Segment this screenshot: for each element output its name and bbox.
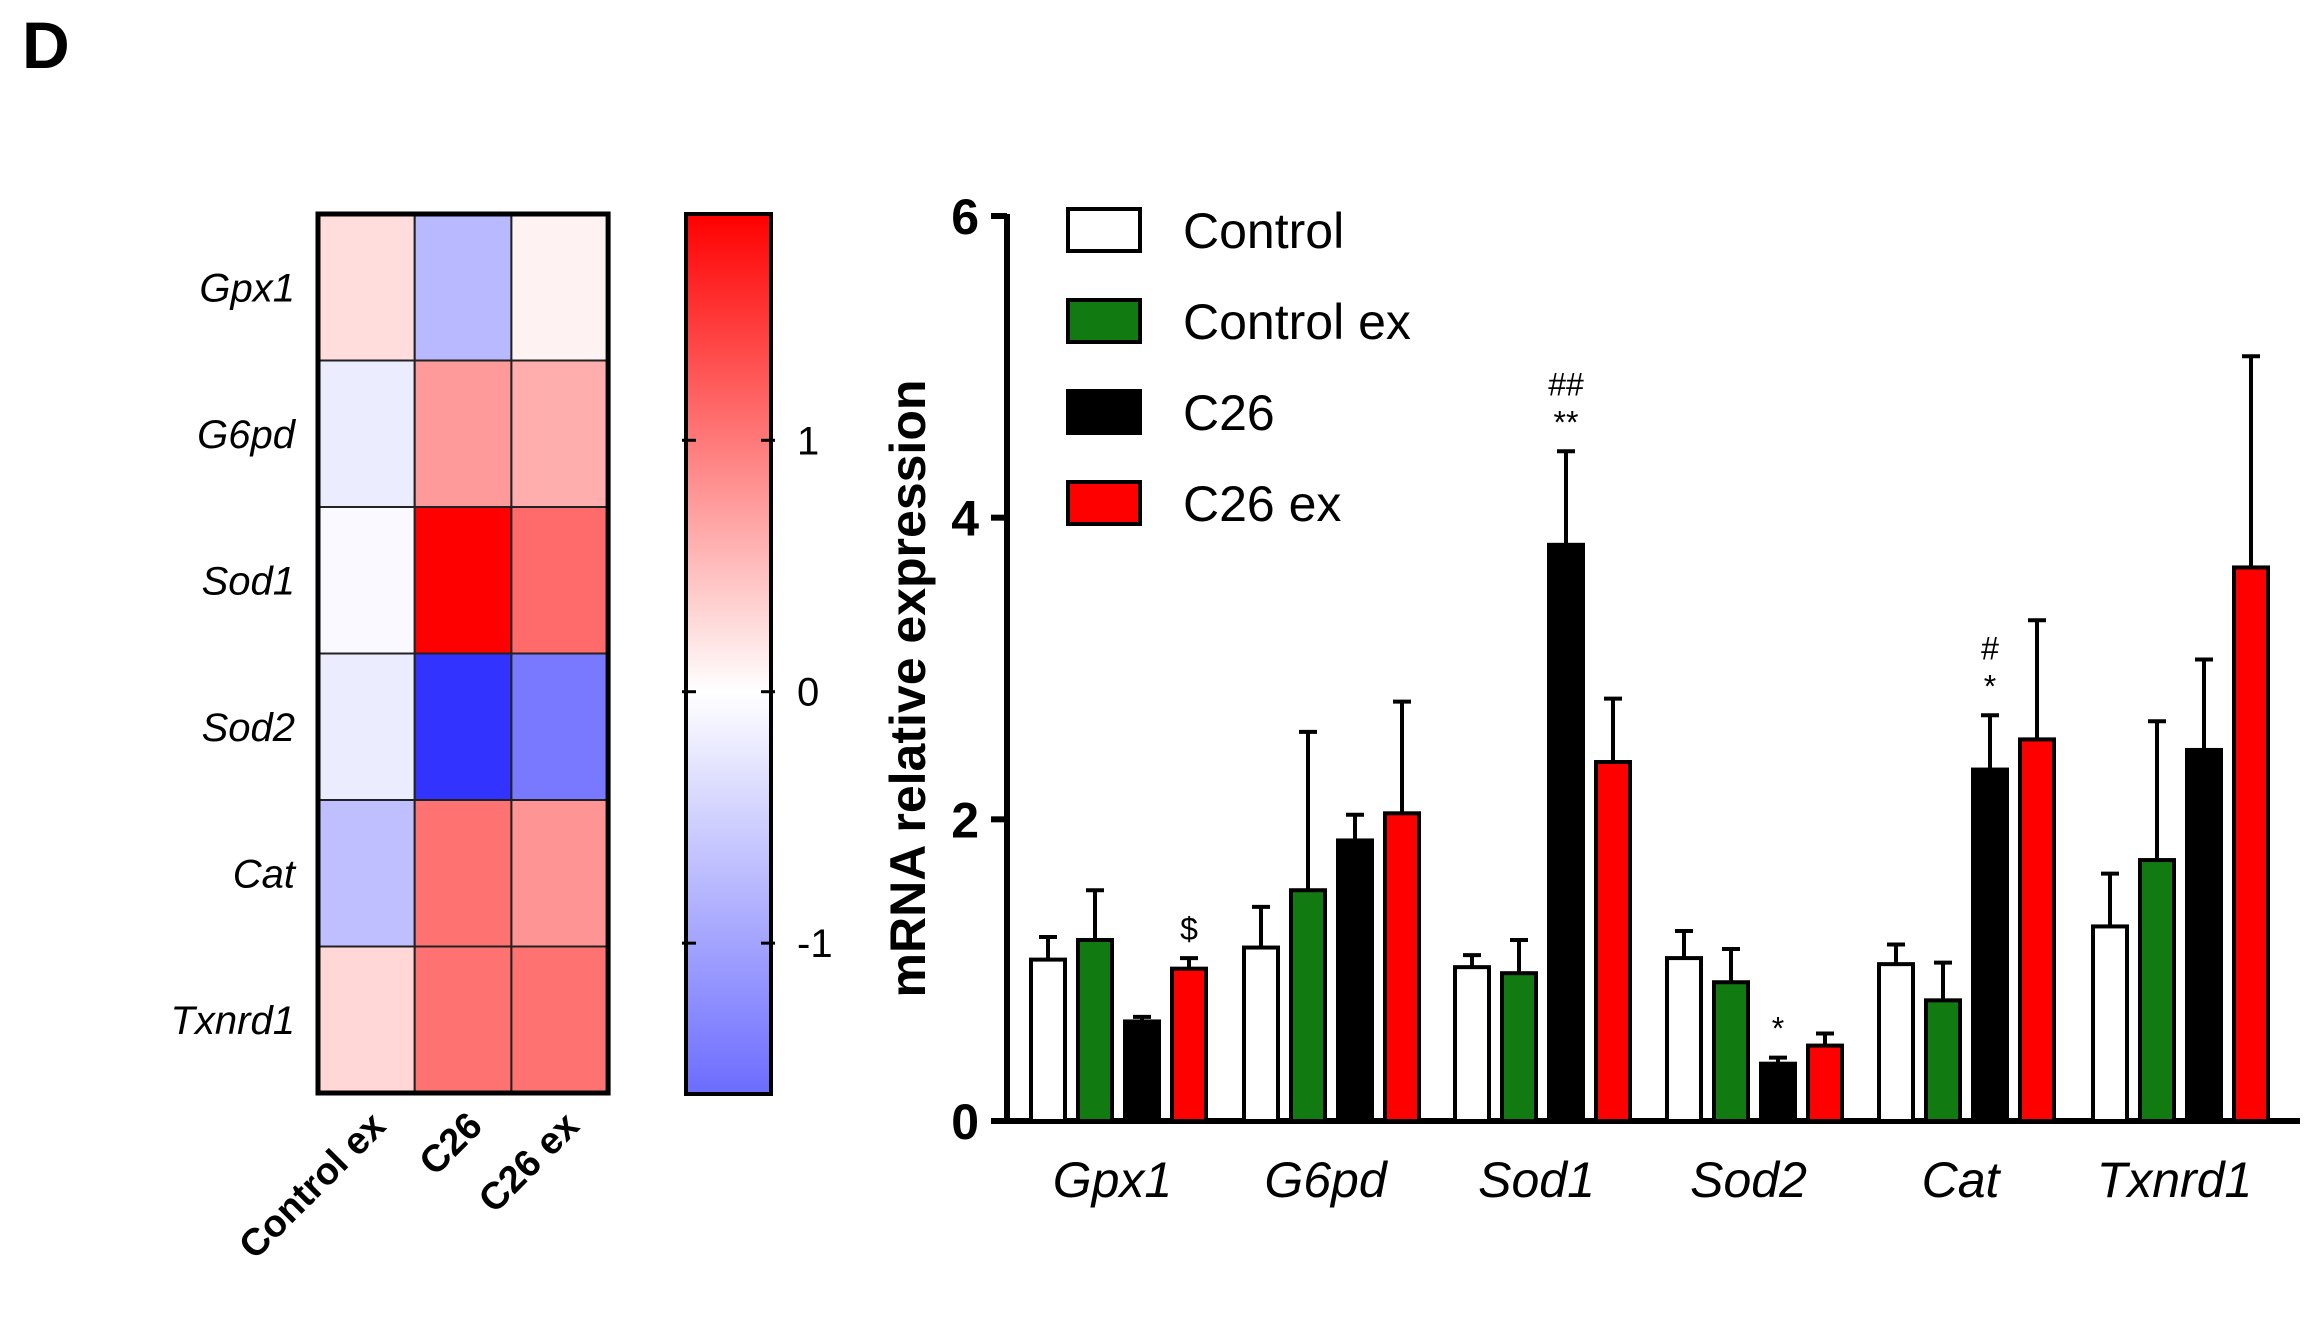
bar-c26 (1123, 1019, 1161, 1124)
heatmap-column-label: C26 (412, 1105, 491, 1184)
bar-c26 (2185, 747, 2223, 1123)
heatmap-cell (510, 213, 610, 362)
bar-control (1029, 957, 1067, 1123)
x-category-label: Sod1 (1478, 1152, 1595, 1208)
legend-swatch-c26-ex (1066, 480, 1142, 526)
heatmap-cell (413, 359, 513, 508)
heatmap-cell (413, 506, 513, 655)
significance-mark: * (1984, 668, 1996, 704)
heatmap-cell (510, 506, 610, 655)
y-axis-label: mRNA relative expression (880, 380, 936, 998)
x-category-label: Sod2 (1690, 1152, 1807, 1208)
bar-control (2091, 924, 2129, 1123)
heatmap-cell (317, 359, 416, 508)
significance-mark: ## (1548, 366, 1584, 402)
heatmap-column-label: Control ex (231, 1105, 394, 1268)
heatmap-cell (510, 359, 610, 508)
bar-control-ex (1289, 888, 1327, 1123)
y-tick-label: 0 (951, 1094, 979, 1150)
bar-c26-ex (2232, 565, 2270, 1123)
legend-swatch-c26 (1066, 389, 1142, 435)
legend-label: Control ex (1183, 294, 1411, 350)
legend-label: C26 ex (1183, 476, 1341, 532)
bar-c26 (1547, 542, 1585, 1123)
bar-control (1242, 945, 1280, 1124)
bar-control (1877, 962, 1915, 1124)
heatmap-row-label: G6pd (197, 413, 297, 457)
heatmap-row-label: Sod2 (202, 706, 295, 750)
y-tick-label: 6 (951, 189, 979, 245)
bar-control (1665, 956, 1703, 1123)
heatmap-cell (317, 213, 416, 362)
legend-swatch-control-ex (1066, 298, 1142, 344)
heatmap-row-label: Sod1 (202, 559, 295, 603)
bar-c26 (1759, 1061, 1797, 1124)
bar-c26-ex (1594, 760, 1632, 1123)
heatmap-cell (317, 652, 416, 801)
bar-c26-ex (1806, 1043, 1844, 1124)
heatmap-cell (317, 945, 416, 1094)
bar-c26-ex (1383, 811, 1421, 1123)
colorbar-bar (684, 212, 773, 1096)
bar-control-ex (2138, 858, 2176, 1124)
colorbar: 1 0 -1 (682, 212, 833, 1096)
colorbar-tick-label: 0 (797, 671, 819, 715)
bar-c26 (1336, 838, 1374, 1123)
significance-mark: * (1772, 1011, 1784, 1047)
panel-label: D (22, 8, 70, 82)
heatmap-cell (510, 945, 610, 1094)
heatmap-cell (510, 652, 610, 801)
heatmap-cell (317, 506, 416, 655)
heatmap-column-label: C26 ex (471, 1105, 587, 1221)
significance-mark: # (1981, 630, 1999, 666)
bar-control-ex (1712, 980, 1750, 1123)
heatmap: Gpx1 G6pd Sod1 Sod2 Cat Txnrd1 Control ex C26C2… (171, 211, 611, 1268)
bar-control-ex (1076, 938, 1114, 1123)
bar-control-ex (1924, 998, 1962, 1123)
bar-chart: 0 2 4 6 mRNA relative expression Gpx1 G6pd Sod1… (880, 189, 2300, 1208)
heatmap-row-label: Txnrd1 (171, 999, 296, 1043)
x-category-label: Cat (1922, 1152, 2002, 1208)
y-tick-label: 2 (951, 792, 979, 848)
heatmap-cell (413, 213, 513, 362)
bar-c26-ex (2018, 737, 2056, 1123)
significance-mark: $ (1180, 911, 1198, 947)
bar-control-ex (1500, 971, 1538, 1124)
legend-label: C26 (1183, 385, 1275, 441)
x-category-label: Txnrd1 (2097, 1152, 2253, 1208)
x-category-label: G6pd (1264, 1152, 1389, 1208)
heatmap-cell (413, 945, 513, 1094)
bar-c26-ex (1170, 966, 1208, 1123)
significance-mark: ** (1554, 404, 1579, 440)
heatmap-row-label: Gpx1 (199, 266, 295, 310)
legend-swatch-control (1066, 207, 1142, 253)
heatmap-cell (317, 799, 416, 948)
heatmap-row-label: Cat (233, 852, 297, 896)
colorbar-tick-label: -1 (797, 922, 833, 966)
bar-c26 (1971, 767, 2009, 1124)
heatmap-border (315, 211, 611, 1096)
heatmap-cell (413, 652, 513, 801)
colorbar-tick-label: 1 (797, 419, 819, 463)
legend-label: Control (1183, 203, 1344, 259)
heatmap-cell (413, 799, 513, 948)
y-tick-label: 4 (951, 491, 979, 547)
x-category-label: Gpx1 (1053, 1152, 1173, 1208)
bar-control (1453, 965, 1491, 1124)
heatmap-cell (510, 799, 610, 948)
